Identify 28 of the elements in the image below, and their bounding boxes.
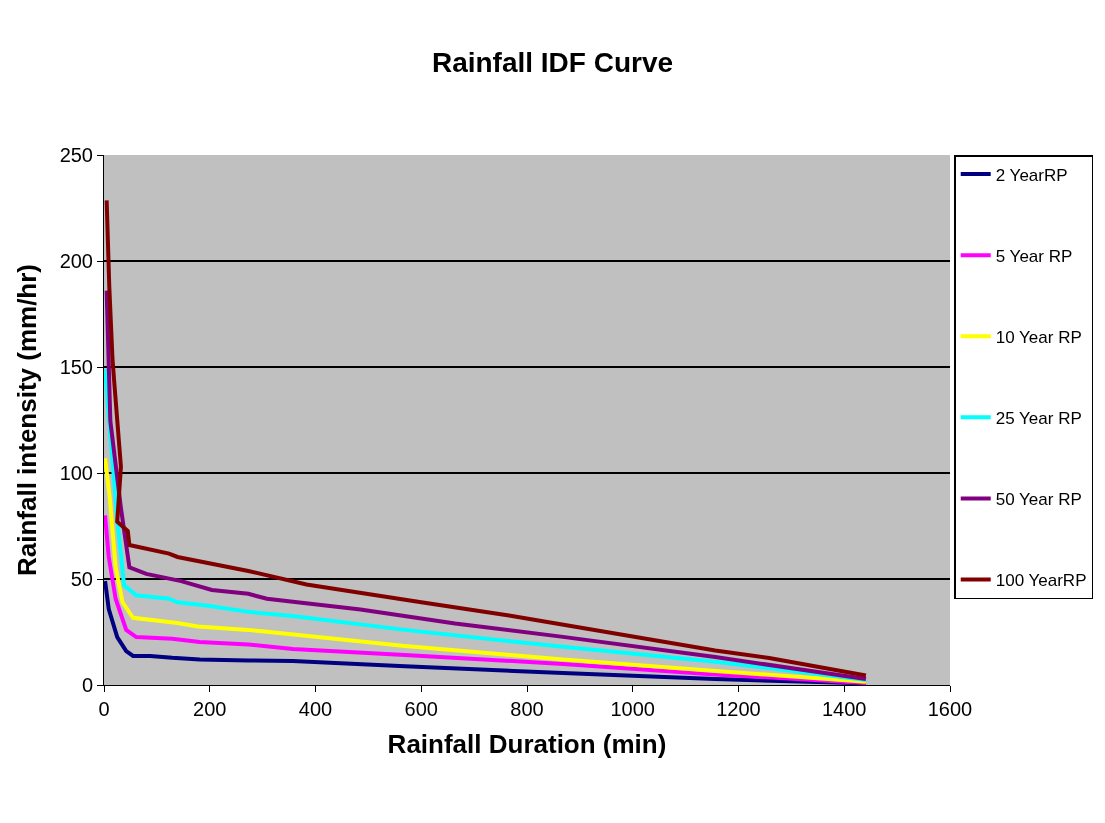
x-tick-label: 800 [510,698,544,720]
x-tick-label: 400 [298,698,333,720]
legend-label: 100 YearRP [995,571,1087,591]
x-tick-label: 200 [193,698,227,720]
x-tick-label: 1200 [716,698,761,720]
legend-label: 5 Year RP [995,246,1073,266]
line-series [104,456,868,684]
y-axis-title: Rainfall intensity (mm/hr) [12,263,43,577]
x-axis-title: Rainfall Duration (min) [387,728,667,759]
x-tick-label: 0 [98,698,110,720]
y-tick-label: 150 [59,356,93,378]
y-tick-label: 0 [81,674,93,696]
line-series [104,288,868,682]
y-tick-label: 100 [59,462,93,484]
x-tick-label: 600 [404,698,438,720]
y-tick-label: 50 [70,568,93,590]
line-series [104,513,868,685]
line-series [104,198,868,678]
x-tick-label: 1600 [927,698,973,720]
legend-label: 50 Year RP [995,490,1082,510]
y-tick-label: 250 [59,144,93,166]
y-tick-label: 200 [59,250,93,272]
legend-label: 10 Year RP [995,327,1082,347]
chart-title: Rainfall IDF Curve [431,46,674,78]
x-tick-label: 1000 [610,698,655,720]
legend-label: 2 YearRP [995,165,1068,185]
x-tick-label: 1400 [822,698,867,720]
legend-label: 25 Year RP [995,408,1082,428]
